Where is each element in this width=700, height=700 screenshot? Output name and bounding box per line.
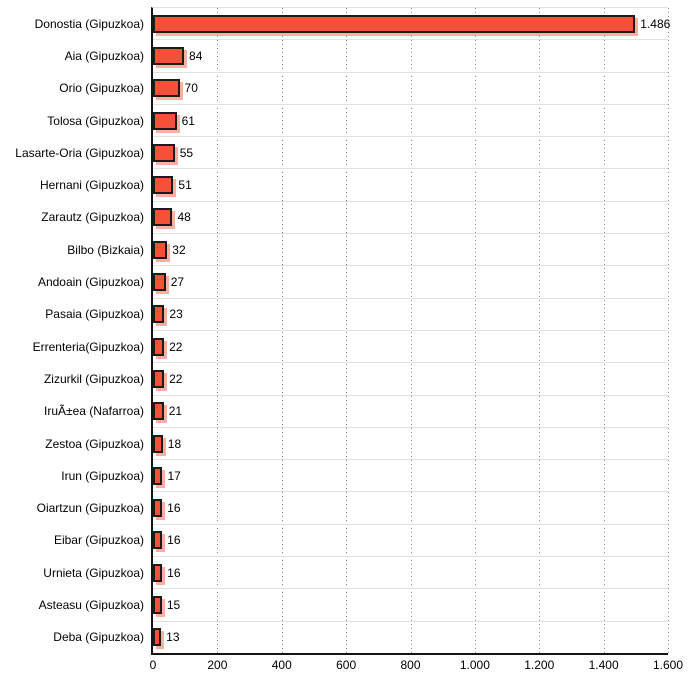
chart-row: Eibar (Gipuzkoa) 16 — [54, 525, 668, 558]
category-label: Deba (Gipuzkoa) — [53, 630, 144, 645]
category-label: Tolosa (Gipuzkoa) — [47, 113, 144, 128]
value-label: 18 — [167, 436, 182, 451]
category-label: Urnieta (Gipuzkoa) — [43, 565, 144, 580]
bar: 15 — [153, 595, 180, 614]
bar: 22 — [153, 369, 182, 388]
chart-row: IruÃ±ea (Nafarroa) 21 — [44, 396, 668, 428]
bar: 84 — [153, 46, 202, 65]
value-label: 61 — [181, 113, 195, 128]
x-tick-label: 1.000 — [459, 658, 490, 672]
x-tick-label: 1.600 — [652, 658, 684, 672]
plot-area: Donostia (Gipuzkoa) 1.486 Aia (Gipuzkoa) 84… — [15, 7, 683, 672]
category-label: Eibar (Gipuzkoa) — [53, 533, 144, 548]
value-label: 23 — [169, 307, 183, 322]
category-label: Zestoa (Gipuzkoa) — [45, 436, 144, 451]
category-label: Irun (Gipuzkoa) — [61, 468, 144, 483]
value-label: 17 — [167, 468, 181, 483]
vertical-gridline — [668, 8, 669, 653]
chart-row: Tolosa (Gipuzkoa) 61 — [47, 105, 668, 138]
bar: 22 — [153, 337, 182, 356]
value-label: 22 — [169, 371, 183, 386]
value-label: 22 — [169, 339, 183, 354]
category-label: Zarautz (Gipuzkoa) — [41, 210, 144, 225]
chart-row: Andoain (Gipuzkoa) 27 — [38, 266, 668, 299]
bar: 17 — [153, 466, 181, 485]
x-tick-label: 0 — [149, 658, 157, 672]
bar: 16 — [153, 499, 181, 518]
chart-row: Zizurkil (Gipuzkoa) 22 — [44, 363, 668, 396]
chart-row: Irun (Gipuzkoa) 17 — [61, 460, 668, 493]
category-label: Asteasu (Gipuzkoa) — [38, 597, 144, 612]
chart-row: Zestoa (Gipuzkoa) 18 — [45, 428, 668, 461]
category-label: Lasarte-Oria (Gipuzkoa) — [15, 145, 144, 160]
bar: 16 — [153, 563, 181, 582]
bar: 16 — [153, 531, 181, 550]
value-label: 51 — [178, 178, 192, 193]
chart-row: Aia (Gipuzkoa) 84 — [65, 40, 668, 73]
value-label: 27 — [170, 275, 185, 290]
x-axis-tick-labels: 0 200 400 600 800 1.000 1.200 1.400 1.600 — [149, 658, 683, 674]
value-label: 84 — [189, 48, 203, 63]
chart-row: Asteasu (Gipuzkoa) 15 — [39, 589, 668, 622]
value-label: 16 — [167, 501, 181, 516]
x-tick-label: 400 — [271, 658, 292, 672]
bar: 51 — [153, 176, 192, 195]
x-tick-label: 600 — [336, 658, 357, 672]
value-label: 13 — [166, 630, 180, 645]
category-label: Andoain (Gipuzkoa) — [37, 275, 144, 290]
value-label: 48 — [177, 210, 191, 225]
rows: Donostia (Gipuzkoa) 1.486 Aia (Gipuzkoa) 84… — [15, 8, 670, 653]
value-label: 32 — [172, 242, 186, 257]
value-label: 1.486 — [640, 16, 671, 31]
category-label: Donostia (Gipuzkoa) — [34, 16, 144, 31]
chart-row: Donostia (Gipuzkoa) 1.486 — [35, 8, 670, 41]
category-label: Errenteria(Gipuzkoa) — [32, 339, 144, 354]
bar: 1.486 — [153, 14, 670, 33]
bar: 32 — [153, 240, 186, 259]
bar: 13 — [153, 628, 180, 647]
chart-row: Orio (Gipuzkoa) 70 — [59, 73, 668, 105]
chart-row: Hernani (Gipuzkoa) 51 — [40, 169, 668, 202]
chart-row: Lasarte-Oria (Gipuzkoa) 55 — [15, 137, 668, 170]
category-label: Bilbo (Bizkaia) — [67, 242, 144, 257]
value-label: 55 — [179, 145, 194, 160]
category-label: Zizurkil (Gipuzkoa) — [43, 371, 144, 386]
category-label: Pasaia (Gipuzkoa) — [45, 307, 144, 322]
value-label: 16 — [167, 533, 181, 548]
chart-row: Zarautz (Gipuzkoa) 48 — [41, 202, 668, 235]
value-label: 21 — [168, 404, 183, 419]
bar: 48 — [153, 208, 191, 227]
category-label: Oiartzun (Gipuzkoa) — [36, 501, 144, 516]
bar: 70 — [153, 79, 198, 98]
chart-row: Bilbo (Bizkaia) 32 — [67, 234, 668, 267]
bar: 55 — [153, 143, 193, 162]
bar: 18 — [153, 434, 181, 453]
category-label: Aia (Gipuzkoa) — [64, 48, 144, 63]
chart-row: Urnieta (Gipuzkoa) 16 — [43, 557, 668, 590]
bar: 61 — [153, 111, 195, 130]
value-label: 70 — [184, 81, 198, 96]
chart-row: Pasaia (Gipuzkoa) 23 — [45, 299, 668, 331]
x-tick-label: 800 — [400, 658, 421, 672]
category-label: Orio (Gipuzkoa) — [59, 81, 144, 96]
x-tick-label: 1.200 — [524, 658, 555, 672]
chart-row: Oiartzun (Gipuzkoa) 16 — [37, 492, 668, 525]
chart-row: Errenteria(Gipuzkoa) 22 — [33, 331, 668, 364]
value-label: 16 — [167, 565, 181, 580]
chart-row: Deba (Gipuzkoa) 13 — [53, 622, 668, 653]
category-label: IruÃ±ea (Nafarroa) — [44, 404, 144, 419]
category-label: Hernani (Gipuzkoa) — [39, 178, 144, 193]
value-label: 15 — [166, 597, 181, 612]
bar: 23 — [153, 305, 183, 324]
x-tick-label: 200 — [207, 658, 228, 672]
bar: 27 — [153, 273, 184, 292]
x-tick-label: 1.400 — [588, 658, 619, 672]
bar: 21 — [153, 402, 182, 421]
